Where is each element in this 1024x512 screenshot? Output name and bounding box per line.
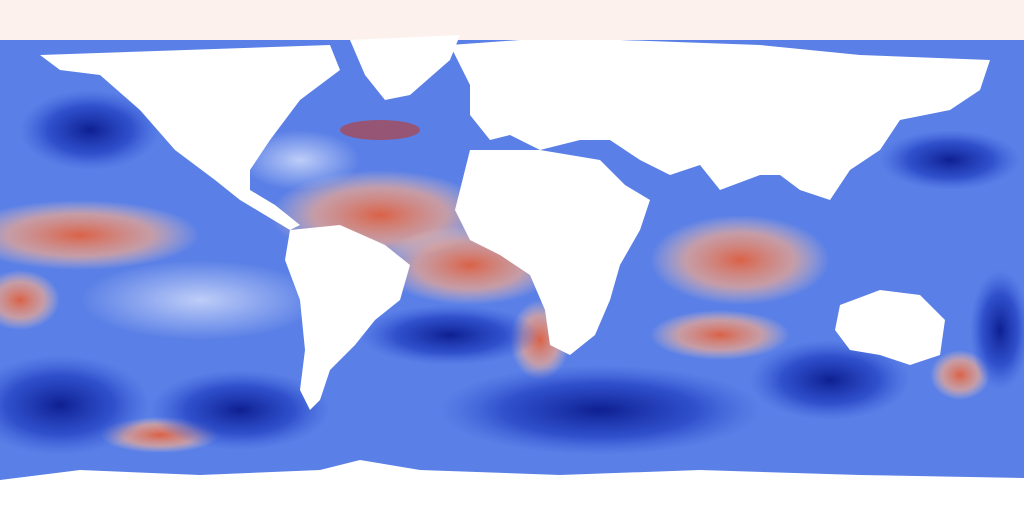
polar-strip bbox=[0, 0, 1024, 45]
land bbox=[0, 35, 1024, 512]
anomaly-patches bbox=[0, 90, 1024, 455]
